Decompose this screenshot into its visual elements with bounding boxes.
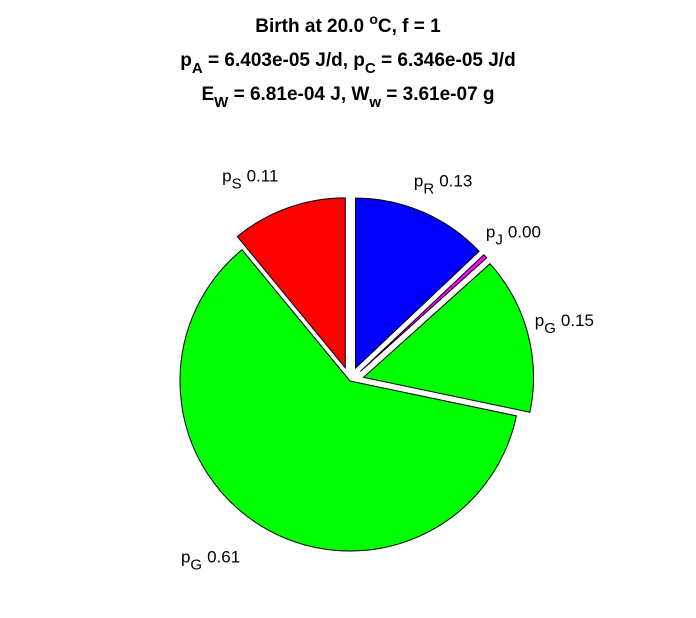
value-label: 0.11 xyxy=(247,166,279,185)
pie-slice xyxy=(236,197,346,370)
title-text: p xyxy=(180,50,192,71)
label-base: p xyxy=(486,222,495,241)
slice-label: pS​0.11 xyxy=(222,166,278,192)
label-base: p xyxy=(222,166,231,185)
title-text: = 3.61e-07 g xyxy=(381,84,495,105)
pie-slice xyxy=(179,249,517,552)
label-base: p xyxy=(181,547,190,566)
slice-label: pR​0.13 xyxy=(414,171,472,197)
pie-slice xyxy=(362,263,534,413)
superscript: o xyxy=(369,11,378,27)
chart-title: EW​ = 6.81e-04 J, Ww​ = 3.61e-07 g xyxy=(201,84,494,111)
chart-title: Birth at 20.0 o​C, f = 1 xyxy=(255,11,441,37)
slice-label: pG​0.15 xyxy=(535,311,594,337)
value-label: 0.00 xyxy=(508,222,541,241)
title-text: E xyxy=(201,84,214,105)
title-text: = 6.81e-04 J, W xyxy=(228,84,369,105)
label-sub: G xyxy=(544,320,556,337)
label-sub: S xyxy=(232,175,242,192)
label-base: p xyxy=(414,171,423,190)
value-label: 0.61 xyxy=(207,547,240,566)
label-sub: R xyxy=(423,180,434,197)
pie-slice xyxy=(359,254,488,372)
pie-slice xyxy=(355,197,480,370)
subscript: W xyxy=(214,94,229,111)
title-text: = 6.346e-05 J/d xyxy=(376,50,516,71)
label-base: p xyxy=(535,311,544,330)
slice-label: pJ​0.00 xyxy=(486,222,541,248)
subscript: A xyxy=(192,60,203,77)
value-label: 0.13 xyxy=(439,171,472,190)
subscript: C xyxy=(365,60,376,77)
slice-label: pG​0.61 xyxy=(181,547,240,573)
subscript: w xyxy=(368,94,381,111)
chart-title: pA​ = 6.403e-05 J/d, pC​ = 6.346e-05 J/d xyxy=(180,50,515,77)
title-text: = 6.403e-05 J/d, p xyxy=(203,50,365,71)
title-text: C, f = 1 xyxy=(378,16,441,37)
label-sub: G xyxy=(190,556,202,573)
title-text: Birth at 20.0 xyxy=(255,16,369,37)
label-sub: J xyxy=(495,231,503,248)
value-label: 0.15 xyxy=(561,311,594,330)
